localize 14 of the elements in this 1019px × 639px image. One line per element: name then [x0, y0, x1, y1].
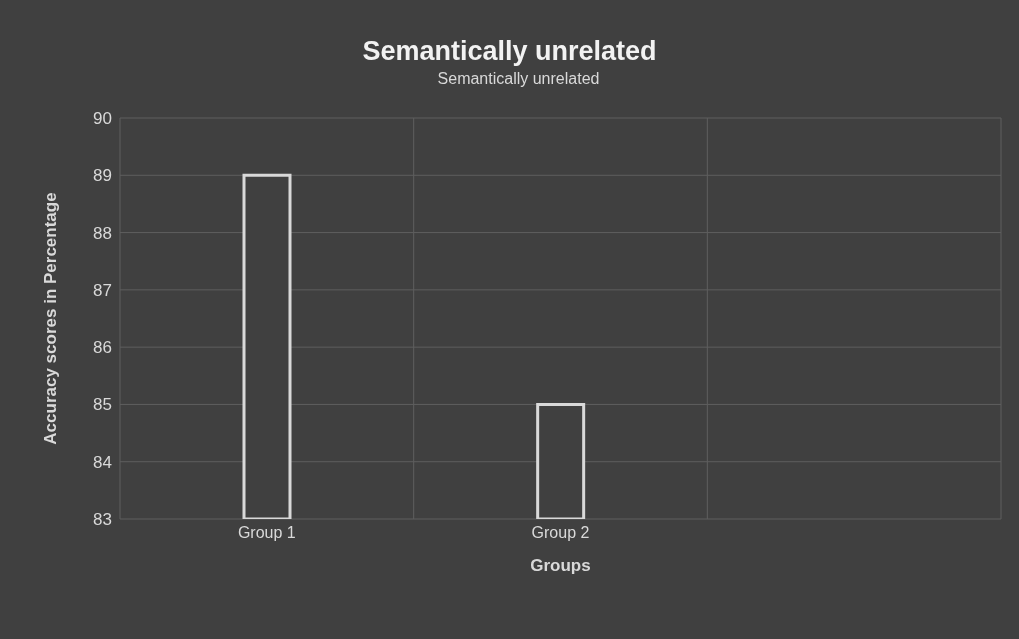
y-tick-label: 84: [93, 452, 112, 472]
x-tick-label: Group 2: [531, 524, 590, 542]
y-axis-title: Accuracy scores in Percentage: [41, 192, 61, 445]
y-tick-label: 90: [93, 109, 112, 129]
y-tick-label: 88: [93, 223, 112, 243]
chart-title: Semantically unrelated: [361, 36, 658, 67]
x-tick-label: Group 1: [237, 524, 296, 542]
y-tick-label: 86: [93, 338, 112, 358]
y-tick-label: 85: [93, 395, 112, 415]
text: Semantically unrelated: [437, 70, 600, 87]
y-tick-label: 87: [93, 280, 112, 300]
x-axis-title: Groups: [530, 556, 591, 575]
y-tick-label: 83: [93, 510, 112, 530]
y-tick-label: 89: [93, 166, 112, 186]
